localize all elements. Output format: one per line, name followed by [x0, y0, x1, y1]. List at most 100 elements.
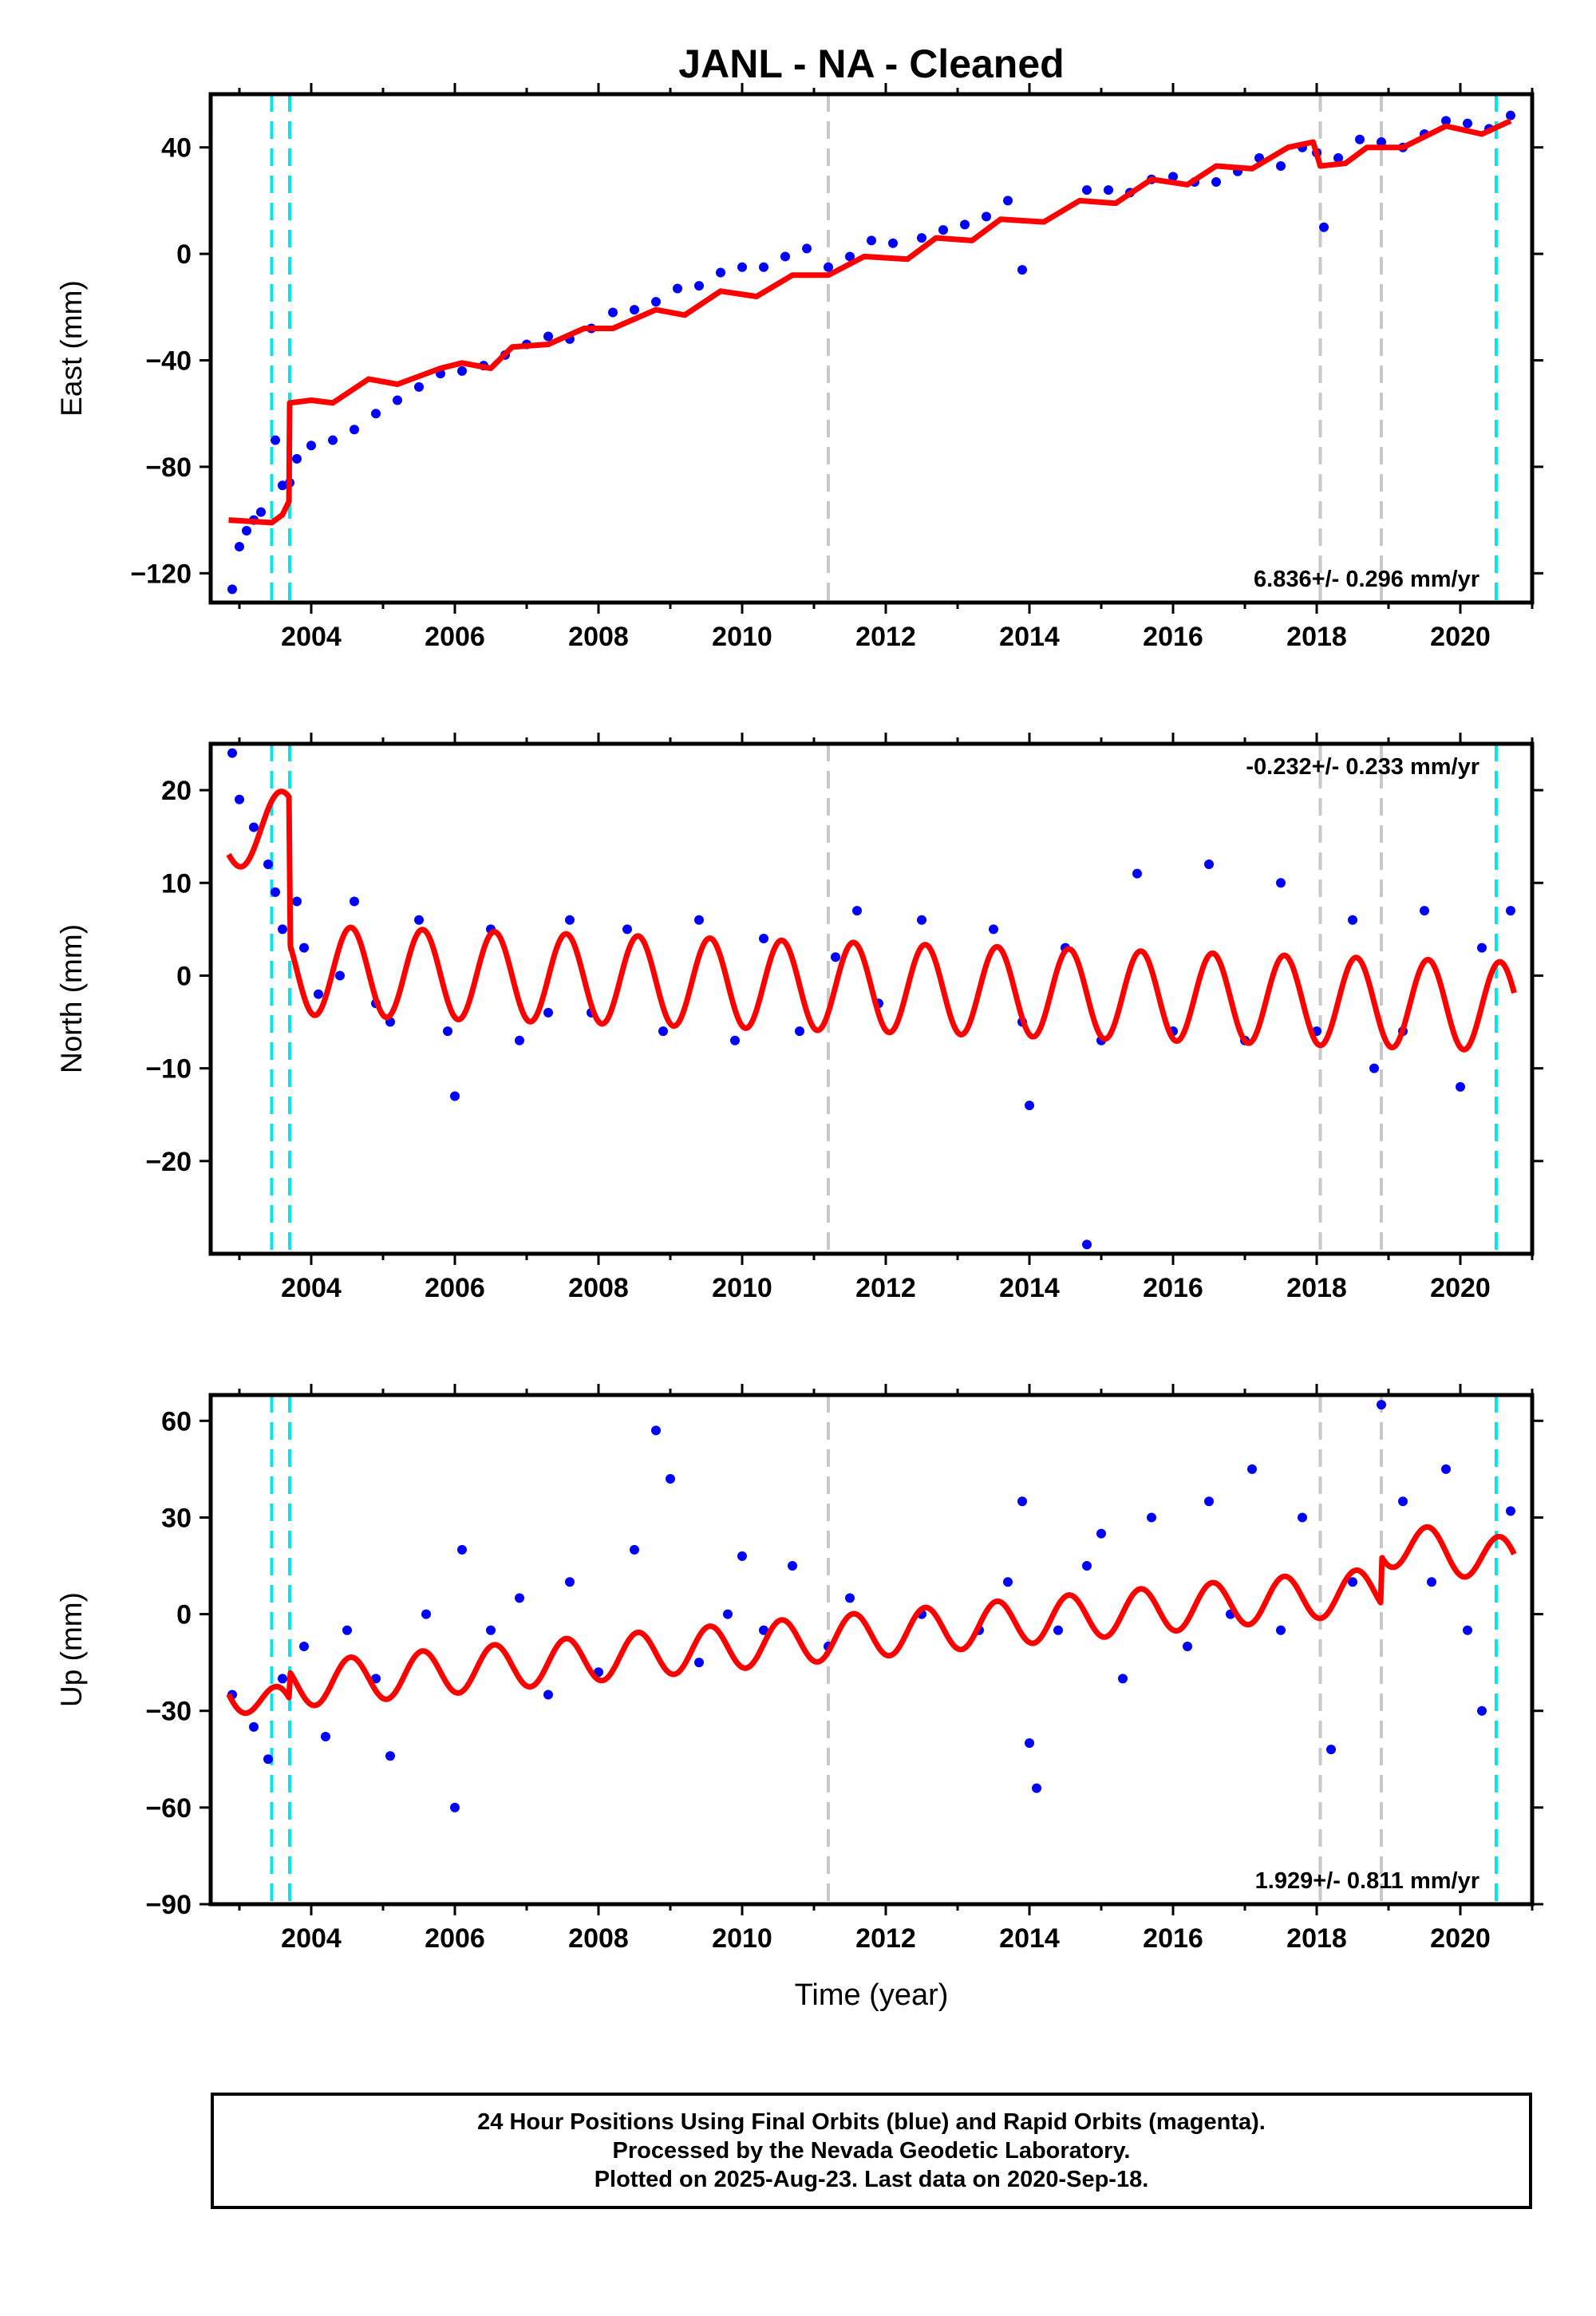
north-data-point-9 [335, 970, 345, 981]
up-data-point-52 [1506, 1506, 1515, 1516]
processing-info-box: 24 Hour Positions Using Final Orbits (bl… [211, 2093, 1532, 2209]
north-x-tick-label-8: 2020 [1430, 1273, 1491, 1303]
up-data-point-44 [1326, 1745, 1336, 1755]
east-data-point-26 [673, 283, 682, 294]
east-data-point-38 [938, 225, 948, 235]
north-data-point-2 [249, 822, 259, 832]
east-data-point-8 [292, 453, 302, 464]
up-data-point-31 [1025, 1738, 1034, 1749]
east-data-point-30 [759, 262, 768, 272]
up-data-point-17 [630, 1544, 639, 1555]
east-data-point-5 [271, 435, 280, 445]
up-x-tick-label-8: 2020 [1430, 1923, 1491, 1954]
east-data-point-6 [278, 480, 287, 491]
north-x-tick-label-7: 2018 [1286, 1273, 1347, 1303]
up-data-point-34 [1082, 1561, 1092, 1571]
up-data-point-18 [651, 1425, 661, 1436]
north-data-point-27 [831, 952, 840, 962]
up-data-point-51 [1477, 1705, 1487, 1716]
up-data-point-48 [1427, 1577, 1436, 1587]
north-data-point-15 [450, 1091, 460, 1101]
north-data-point-4 [271, 887, 280, 897]
up-data-point-13 [515, 1593, 524, 1603]
east-data-point-25 [651, 297, 661, 307]
east-data-point-1 [235, 541, 244, 551]
east-x-tick-label-5: 2014 [999, 622, 1060, 652]
east-data-point-39 [960, 219, 970, 230]
up-data-point-2 [263, 1754, 273, 1765]
east-x-tick-label-1: 2006 [425, 622, 485, 652]
up-data-point-23 [759, 1625, 768, 1635]
up-data-point-26 [845, 1593, 855, 1603]
up-data-point-5 [321, 1732, 330, 1742]
east-data-point-64 [1506, 110, 1515, 121]
north-data-point-33 [1025, 1101, 1034, 1111]
east-data-point-4 [256, 507, 266, 517]
north-data-point-18 [543, 1007, 553, 1018]
up-data-point-30 [1017, 1496, 1027, 1507]
up-data-point-50 [1463, 1625, 1472, 1635]
up-y-tick-label-0: −90 [145, 1890, 192, 1920]
north-x-tick-label-2: 2008 [568, 1273, 629, 1303]
up-y-tick-label-5: 60 [161, 1406, 192, 1437]
east-data-point-2 [242, 525, 251, 536]
north-data-point-21 [622, 924, 632, 935]
east-plot-frame [208, 92, 1535, 605]
east-data-point-35 [867, 235, 876, 246]
north-data-point-49 [1506, 906, 1515, 916]
up-data-point-12 [486, 1625, 496, 1635]
up-data-point-49 [1441, 1464, 1451, 1474]
up-data-point-22 [737, 1551, 747, 1561]
east-data-point-52 [1276, 161, 1286, 172]
east-y-tick-label-1: −80 [145, 453, 192, 483]
north-panel: 2004 2006 2008 2010 2012 2014 2016 2018 2020−20−… [55, 733, 1543, 1303]
north-data-point-7 [299, 943, 309, 953]
up-data-point-20 [694, 1658, 704, 1668]
east-data-point-14 [414, 381, 424, 392]
north-data-point-10 [350, 896, 359, 907]
up-x-tick-label-4: 2012 [855, 1923, 916, 1954]
up-data-point-39 [1204, 1496, 1214, 1507]
up-data-point-29 [1003, 1577, 1013, 1587]
north-data-point-6 [292, 896, 302, 907]
north-model-line [226, 788, 1517, 1053]
east-data-point-12 [371, 409, 381, 419]
east-y-tick-label-3: 0 [176, 239, 192, 270]
east-data-point-24 [630, 305, 639, 315]
east-y-tick-label-2: −40 [145, 346, 192, 377]
east-x-tick-label-6: 2016 [1143, 622, 1203, 652]
up-data-point-10 [450, 1802, 460, 1812]
up-data-point-1 [249, 1721, 259, 1732]
east-data-point-41 [1003, 196, 1013, 206]
up-data-point-45 [1348, 1577, 1357, 1587]
chart-title: JANL - NA - Cleaned [678, 41, 1064, 86]
north-data-point-17 [515, 1035, 524, 1045]
up-data-point-42 [1276, 1625, 1286, 1635]
north-y-tick-label-0: −20 [145, 1147, 192, 1177]
up-y-tick-label-2: −30 [145, 1697, 192, 1727]
east-y-tick-label-4: 40 [161, 133, 192, 164]
up-data-point-7 [371, 1674, 381, 1684]
east-x-tick-label-2: 2008 [568, 622, 629, 652]
up-data-point-24 [788, 1561, 797, 1571]
north-data-point-19 [565, 915, 575, 925]
east-data-point-58 [1377, 137, 1386, 148]
up-y-tick-label-4: 30 [161, 1503, 192, 1533]
up-data-point-38 [1183, 1641, 1192, 1651]
north-data-point-41 [1276, 878, 1286, 888]
up-rate-label: 1.929+/- 0.811 mm/yr [1255, 1868, 1479, 1894]
north-data-point-3 [263, 860, 273, 870]
east-y-tick-label-0: −120 [130, 559, 192, 589]
east-data-point-13 [393, 395, 402, 405]
north-data-point-22 [658, 1026, 668, 1037]
east-panel: 2004 2006 2008 2010 2012 2014 2016 2018 2020 −120… [55, 83, 1543, 652]
east-data-point-31 [780, 251, 790, 262]
up-x-tick-label-5: 2014 [999, 1923, 1060, 1954]
east-rate-label: 6.836+/- 0.296 mm/yr [1254, 567, 1479, 592]
north-x-tick-label-1: 2006 [425, 1273, 485, 1303]
up-data-point-9 [421, 1609, 431, 1619]
east-data-point-9 [306, 441, 316, 451]
up-plot-frame [208, 1393, 1535, 1907]
east-data-point-34 [845, 251, 855, 262]
